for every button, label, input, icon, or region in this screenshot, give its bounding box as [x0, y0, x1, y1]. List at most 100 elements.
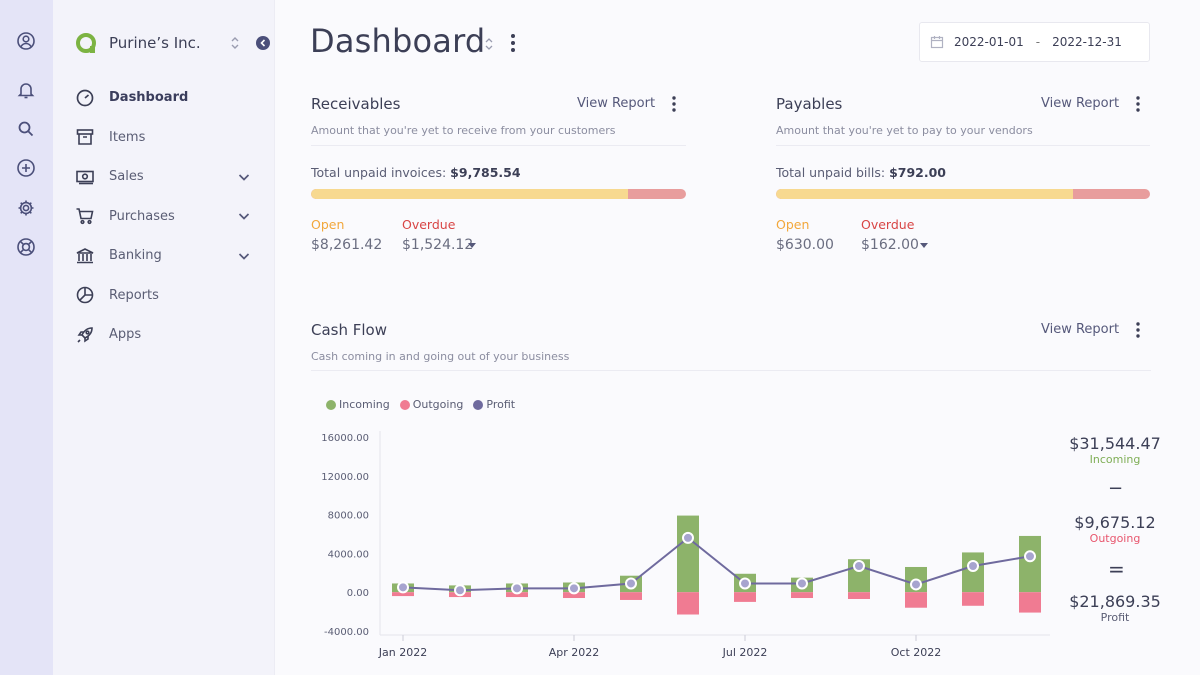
payables-title: Payables: [776, 95, 843, 113]
sidebar-item-sales[interactable]: Sales: [75, 157, 251, 197]
chevron-down-icon[interactable]: [237, 209, 251, 223]
x-tick-label: Oct 2022: [891, 646, 942, 659]
profit-point: [568, 582, 580, 595]
caret-down-icon[interactable]: [468, 243, 476, 249]
date-range-picker[interactable]: 2022-01-01 - 2022-12-31: [919, 22, 1150, 62]
plus-circle-icon[interactable]: [16, 158, 36, 178]
total-label: Total unpaid invoices:: [311, 165, 447, 180]
money-icon: [75, 167, 95, 187]
open-fill: [776, 189, 1074, 199]
legend-item-incoming[interactable]: Incoming: [326, 398, 390, 411]
kebab-menu-icon[interactable]: [506, 32, 520, 54]
box-icon: [75, 127, 95, 147]
total-label: Total unpaid bills:: [776, 165, 886, 180]
legend-label: Profit: [486, 398, 516, 411]
kebab-menu-icon[interactable]: [1133, 321, 1143, 339]
open-label: Open: [776, 217, 810, 232]
open-fill: [311, 189, 628, 199]
payables-total: Total unpaid bills: $792.00: [776, 165, 946, 180]
sidebar-item-purchases[interactable]: Purchases: [75, 197, 251, 237]
cart-icon: [75, 206, 95, 226]
sidebar-item-label: Purchases: [109, 208, 175, 224]
profit-point: [625, 577, 637, 590]
y-tick-label: 8000.00: [328, 511, 369, 522]
profit-point: [397, 581, 409, 594]
bar-outgoing: [563, 592, 585, 599]
kebab-menu-icon[interactable]: [669, 95, 679, 113]
legend-label: Incoming: [339, 398, 390, 411]
sidebar-item-label: Apps: [109, 327, 142, 343]
overdue-value: $162.00: [861, 237, 919, 253]
profit-point: [967, 560, 979, 573]
pie-chart-icon: [75, 285, 95, 305]
profit-point: [739, 577, 751, 590]
sidebar-item-label: Sales: [109, 169, 144, 185]
legend-label: Outgoing: [412, 398, 464, 411]
profit-point: [1024, 550, 1036, 563]
bar-incoming: [962, 552, 984, 593]
x-tick-label: Jan 2022: [378, 646, 427, 659]
user-icon[interactable]: [16, 31, 36, 51]
legend-dot: [473, 399, 484, 410]
sidebar-item-dashboard[interactable]: Dashboard: [75, 78, 251, 118]
payables-card: Payables View Report Amount that you're …: [776, 95, 1151, 265]
dashboard-gauge-icon: [75, 88, 95, 108]
legend-item-outgoing[interactable]: Outgoing: [399, 398, 464, 411]
cashflow-header: Cash Flow View Report Cash coming in and…: [311, 321, 1151, 381]
calendar-icon: [930, 36, 944, 49]
bar-incoming: [1019, 535, 1041, 593]
x-tick-label: Apr 2022: [549, 646, 600, 659]
sidebar-item-apps[interactable]: Apps: [75, 315, 251, 355]
sidebar-nav: Dashboard Items Sales Purchases Banking …: [75, 78, 251, 355]
open-label: Open: [311, 217, 345, 232]
company-name: Purine’s Inc.: [109, 34, 201, 52]
receivables-view-report-link[interactable]: View Report: [577, 96, 656, 111]
profit-point: [454, 584, 466, 597]
sidebar-item-reports[interactable]: Reports: [75, 276, 251, 316]
date-from[interactable]: 2022-01-01: [954, 35, 1024, 49]
icon-rail: [0, 0, 53, 675]
sidebar-item-label: Banking: [109, 248, 162, 264]
cashflow-view-report-link[interactable]: View Report: [1041, 322, 1120, 337]
sort-icon[interactable]: [484, 36, 494, 52]
chevron-down-icon[interactable]: [237, 170, 251, 184]
date-to[interactable]: 2022-12-31: [1052, 35, 1122, 49]
gear-icon[interactable]: [16, 198, 36, 218]
sidebar-item-items[interactable]: Items: [75, 118, 251, 158]
x-tick-label: Jul 2022: [722, 646, 768, 659]
lifebuoy-icon[interactable]: [16, 237, 36, 257]
payables-view-report-link[interactable]: View Report: [1041, 96, 1120, 111]
total-value: $9,785.54: [450, 165, 521, 180]
bar-outgoing: [791, 592, 813, 599]
bar-outgoing: [506, 592, 528, 598]
profit-label: Profit: [1100, 611, 1130, 624]
chevron-down-icon[interactable]: [237, 249, 251, 263]
legend-dot: [399, 399, 410, 410]
company-switcher[interactable]: Purine’s Inc.: [75, 30, 271, 56]
bell-icon[interactable]: [16, 80, 36, 100]
profit-summary: $21,869.35 Profit: [1062, 592, 1168, 624]
legend-dot: [326, 399, 336, 410]
legend-item-profit[interactable]: Profit: [473, 398, 515, 411]
payables-subtitle: Amount that you're yet to pay to your ve…: [776, 124, 1033, 137]
equals-sign: =: [1108, 557, 1125, 581]
date-separator: -: [1035, 35, 1041, 49]
sidebar: Purine’s Inc. Dashboard Items Sales Purc…: [53, 0, 275, 675]
bar-outgoing: [905, 592, 927, 608]
receivables-card: Receivables View Report Amount that you'…: [311, 95, 686, 265]
outgoing-label: Outgoing: [1089, 532, 1141, 545]
sidebar-item-banking[interactable]: Banking: [75, 236, 251, 276]
receivables-title: Receivables: [311, 95, 401, 113]
payables-progress-bar: [776, 189, 1150, 199]
kebab-menu-icon[interactable]: [1133, 95, 1143, 113]
caret-down-icon[interactable]: [920, 243, 928, 249]
collapse-sidebar-icon[interactable]: [255, 35, 271, 51]
profit-point: [682, 531, 694, 544]
open-value: $630.00: [776, 237, 834, 253]
updown-icon: [231, 37, 239, 49]
sidebar-item-label: Reports: [109, 287, 159, 303]
bar-outgoing: [620, 592, 642, 600]
company-logo-icon: [76, 33, 96, 53]
search-icon[interactable]: [16, 119, 36, 139]
overdue-label: Overdue: [402, 217, 456, 232]
